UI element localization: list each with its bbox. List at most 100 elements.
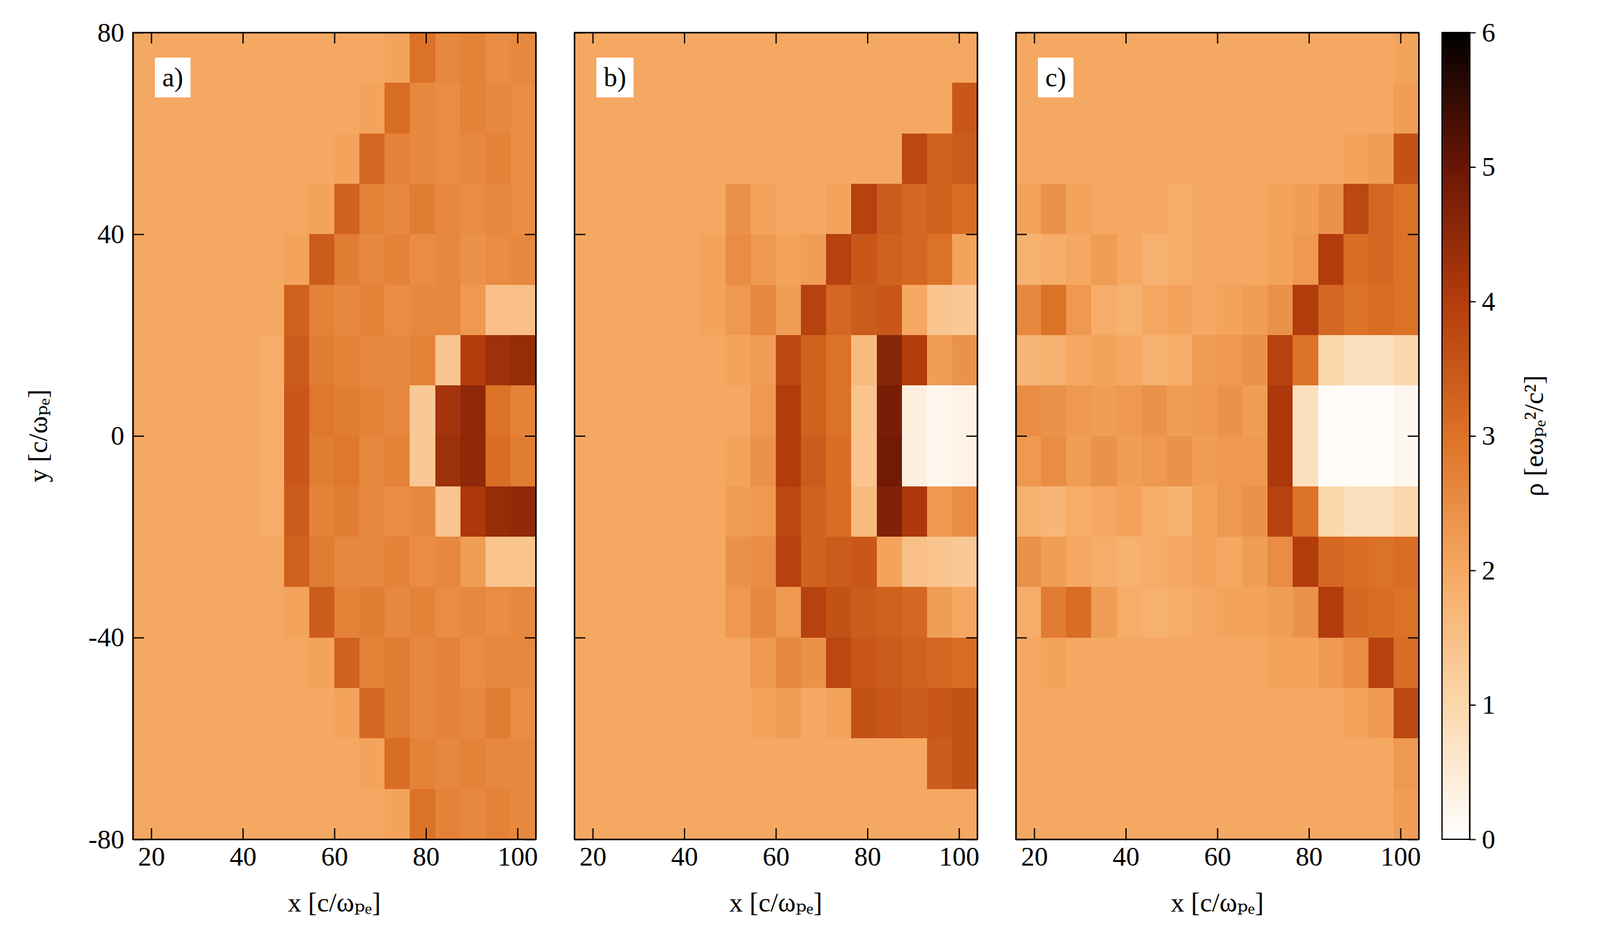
cell	[1141, 536, 1168, 588]
cell	[1242, 586, 1269, 638]
tick: 3	[1469, 420, 1496, 451]
cell	[1167, 32, 1193, 84]
plot-frame	[574, 32, 978, 839]
cell	[876, 183, 903, 235]
cell	[1242, 637, 1269, 689]
tick-mark	[1469, 838, 1476, 841]
cell	[359, 637, 386, 689]
cell	[1066, 737, 1092, 789]
cell	[599, 435, 626, 487]
cell	[409, 133, 436, 185]
cell	[309, 334, 335, 386]
tick-mark	[1469, 166, 1476, 168]
cell	[132, 687, 159, 739]
cell	[208, 233, 234, 285]
cell	[1318, 133, 1345, 185]
cell	[1393, 435, 1419, 487]
cell	[1167, 435, 1193, 487]
cell	[1267, 486, 1294, 538]
tick-label: 100	[1380, 841, 1422, 872]
cell	[624, 687, 651, 739]
cell	[1040, 536, 1067, 588]
cell	[1066, 385, 1092, 436]
y-axis: -80-4004080	[88, 17, 144, 855]
cell	[1141, 334, 1168, 386]
cell	[700, 183, 727, 235]
tick-mark	[242, 32, 244, 44]
cell	[1318, 435, 1345, 487]
cell	[1217, 183, 1244, 235]
tick-label: 5	[1481, 151, 1496, 182]
cell	[1292, 737, 1319, 789]
cell	[675, 536, 702, 588]
tick-mark	[1015, 636, 1027, 639]
cell	[183, 637, 209, 689]
cell	[409, 334, 436, 386]
cell	[359, 788, 386, 839]
panel-label-text: c)	[1045, 62, 1067, 93]
tick-mark	[1407, 233, 1419, 236]
cell	[1192, 637, 1218, 689]
cell	[901, 133, 928, 185]
cell	[1242, 133, 1269, 185]
cell	[384, 536, 411, 588]
cell	[1116, 788, 1143, 839]
cell	[1116, 183, 1143, 235]
colorbar-title: ρ [eωₚₑ²/c²]	[1519, 375, 1550, 497]
cell	[1267, 32, 1294, 84]
cell	[750, 586, 777, 638]
cell	[309, 133, 335, 185]
panel-label-box	[1037, 57, 1074, 98]
cell	[1192, 233, 1218, 285]
cell	[1368, 233, 1395, 285]
cell	[775, 32, 802, 84]
cell	[309, 284, 335, 336]
cell	[1267, 385, 1294, 436]
cell	[901, 586, 928, 638]
tick	[966, 233, 978, 235]
cell	[750, 334, 777, 386]
cell	[309, 82, 335, 134]
cell	[851, 183, 877, 235]
cell	[1368, 385, 1395, 436]
tick	[683, 32, 685, 44]
cell	[649, 334, 676, 386]
cell	[1015, 486, 1042, 538]
tick: 5	[1469, 151, 1496, 182]
tick-label: 60	[1204, 841, 1232, 872]
cell	[725, 687, 752, 739]
cell	[233, 586, 260, 638]
cell	[1292, 788, 1319, 839]
cell	[510, 788, 536, 839]
cell	[1343, 284, 1370, 336]
cell	[1066, 486, 1092, 538]
cell	[574, 284, 601, 336]
cell	[775, 183, 802, 235]
cell	[409, 233, 436, 285]
cell	[259, 233, 285, 285]
tick-mark	[1407, 435, 1419, 437]
cell	[1217, 133, 1244, 185]
cell	[1015, 737, 1042, 789]
cell	[675, 435, 702, 487]
x-axis-top	[574, 32, 978, 44]
cell	[259, 586, 285, 638]
cell	[1141, 788, 1168, 839]
cell	[334, 133, 361, 185]
tick	[574, 435, 586, 437]
cell	[460, 133, 487, 185]
cell	[284, 637, 310, 689]
cell	[1292, 183, 1319, 235]
cell	[132, 284, 159, 336]
cell	[233, 183, 260, 235]
cell	[1292, 334, 1319, 386]
panel-label-box	[596, 57, 634, 98]
cell	[284, 486, 310, 538]
cell	[132, 32, 159, 84]
cell	[233, 637, 260, 689]
cell	[574, 334, 601, 386]
cell	[927, 737, 953, 789]
cell	[132, 385, 159, 436]
cell	[1217, 385, 1244, 436]
cell	[574, 788, 601, 839]
